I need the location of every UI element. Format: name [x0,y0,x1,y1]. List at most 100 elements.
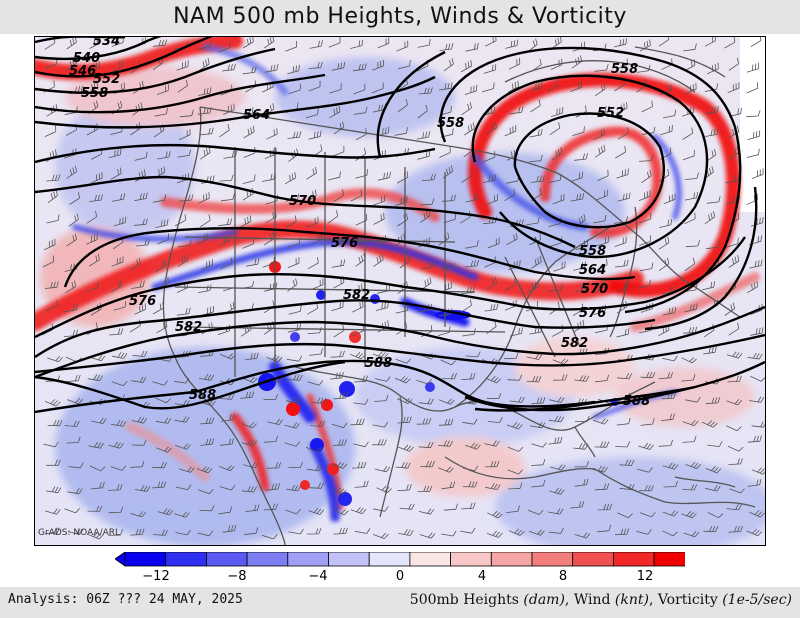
contour-label-546: 546 [69,64,96,79]
wind-barb [548,508,564,515]
colorbar-tick-4: 4 [478,569,486,582]
wind-barb [573,319,585,333]
wind-barb [574,153,588,161]
wind-barb [261,173,276,182]
wind-barb [309,40,323,49]
wind-barb [681,357,697,364]
wind-barb [328,37,341,48]
wind-barb [682,484,698,491]
wind-barb [527,509,544,515]
wind-barb [465,193,479,203]
wind-barb [89,465,106,472]
wind-barb [465,351,481,358]
colorbar-swatch [612,552,655,567]
wind-barb [596,236,609,247]
wind-barb [156,84,169,95]
wind-barb [506,505,520,513]
wind-barb [705,105,719,115]
colorbar-swatch [206,552,248,567]
wind-barb [305,108,319,119]
wind-barb [683,43,697,52]
contour-label-558-lakes: 558 [437,116,464,131]
wind-barb [157,233,170,245]
wind-barb [662,355,678,362]
wind-barb [353,398,369,405]
wind-barb [218,218,233,227]
wind-barb [703,346,717,355]
wind-barb [288,83,301,95]
wind-barb [199,127,214,136]
wind-barb [130,511,146,518]
map-panel: 534 540 546 552 558 564 570 576 576 582 … [34,36,766,546]
wind-barb [377,320,389,333]
wind-barb [658,236,670,250]
wind-barb [175,529,191,536]
wind-barb [662,462,679,470]
wind-barb [66,233,77,247]
wind-barb [550,58,563,70]
wind-barb [152,194,167,203]
wind-barb [265,211,277,224]
wind-barb [548,527,564,534]
wind-barb [264,64,279,73]
wind-barb [67,487,83,495]
wind-barb [394,233,406,247]
wind-barb [751,421,765,428]
wind-barb [131,416,148,424]
wind-barb [662,530,678,537]
wind-unit: (knt) [614,592,649,608]
wind-barb [529,326,543,335]
wind-barb [331,487,347,495]
wind-barb [529,422,546,429]
wind-barb [244,527,259,536]
wind-barb [704,211,716,225]
wind-barb [660,125,673,136]
wind-barb [439,146,451,158]
wind-barb [440,281,452,293]
wind-barb [200,399,216,407]
wind-barb [201,305,215,316]
wind-barb [375,301,389,311]
wind-barb [157,151,171,160]
wind-barb [91,171,103,184]
wind-barb [485,483,501,490]
wind-barb [663,480,678,488]
wind-barb [64,420,80,427]
wind-barb [529,128,543,138]
wind-barb [350,352,366,360]
wind-barb [484,303,499,312]
wind-barb [658,324,670,337]
wind-barb [507,80,519,93]
wind-barb [658,439,673,447]
wind-barb [355,169,368,179]
wind-barb [462,465,479,472]
wind-barb [153,39,168,47]
wind-barb [264,282,278,292]
wind-barb [641,170,652,184]
wind-barb [108,441,124,449]
wind-barb [42,255,55,268]
wind-barb [420,277,432,291]
wind-barb [65,280,76,294]
wind-barb [441,530,457,537]
wind-barb [417,150,431,160]
wind-barb [746,62,760,73]
wind-barb [87,374,104,382]
wind-barb [747,352,763,360]
wind-barb [547,78,559,92]
wind-barb [156,320,168,334]
wind-barb [133,218,148,226]
wind-barb [528,529,545,536]
wind-barb [727,445,744,452]
wind-barb [135,238,150,247]
wind-barb [305,446,322,453]
wind-barb [355,253,366,267]
wind-barb [398,529,414,536]
wind-barb [307,257,319,270]
wind-barb [178,466,195,473]
wind-barb [218,465,235,472]
wind-barb [327,210,339,224]
footer-bar [0,587,800,618]
wind-barb [420,198,435,206]
wind-barb [375,376,391,382]
